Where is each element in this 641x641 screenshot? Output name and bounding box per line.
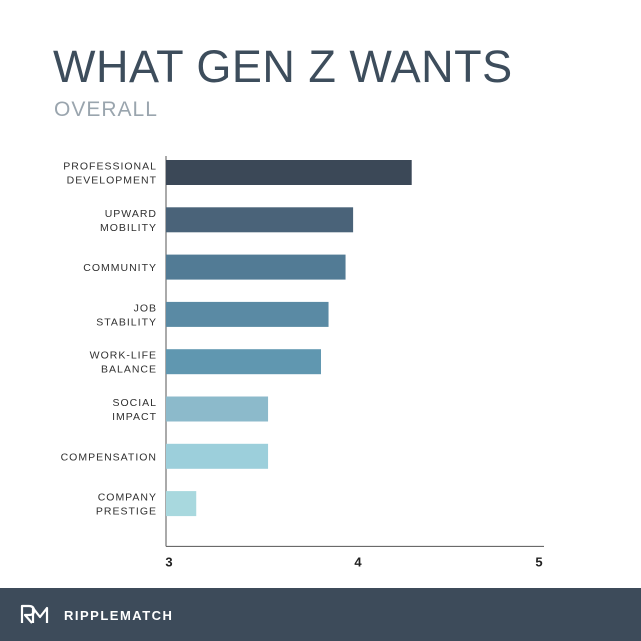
chart-title: WHAT GEN Z WANTS	[53, 41, 513, 92]
brand-name: RIPPLEMATCH	[64, 608, 174, 623]
category-label: SOCIAL IMPACT	[112, 397, 157, 423]
bar-1	[166, 207, 354, 233]
x-tick-label: 5	[535, 554, 542, 569]
x-tick-label: 4	[354, 554, 362, 569]
bar-3	[166, 301, 329, 327]
bar-2	[166, 254, 346, 280]
category-label: COMMUNITY	[83, 262, 157, 274]
chart-subtitle: OVERALL	[54, 98, 158, 121]
bar-7	[166, 491, 197, 517]
category-label: JOB STABILITY	[96, 302, 157, 328]
x-tick-label: 3	[165, 554, 172, 569]
bar-chart: PROFESSIONAL DEVELOPMENT UPWARD MOBILITY COM…	[61, 156, 544, 569]
bar-0	[166, 160, 412, 185]
category-label: UPWARD MOBILITY	[100, 208, 157, 234]
category-label: COMPANY PRESTIGE	[96, 492, 157, 518]
footer-bar: RIPPLEMATCH	[0, 588, 641, 641]
bar-4	[166, 349, 321, 375]
bar-5	[166, 396, 269, 422]
category-label: WORK-LIFE BALANCE	[90, 350, 157, 376]
category-label: COMPENSATION	[61, 451, 157, 463]
rm-logo-icon	[20, 603, 50, 630]
category-label: PROFESSIONAL DEVELOPMENT	[63, 161, 157, 187]
bar-6	[166, 443, 269, 469]
